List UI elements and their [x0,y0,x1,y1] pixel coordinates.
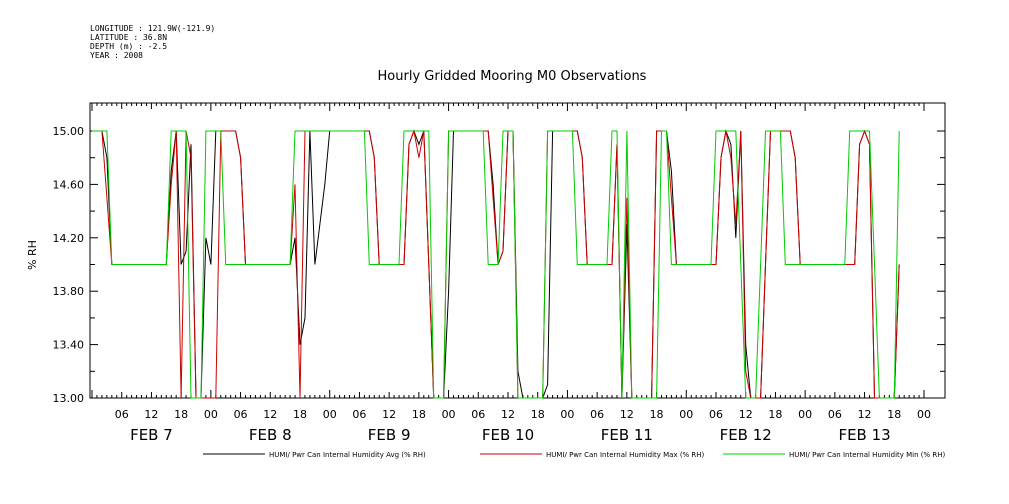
x-tick-label: 12 [501,408,515,421]
series-line-avg [101,129,900,399]
x-tick-label: 12 [858,408,872,421]
series-line-max [101,129,900,399]
y-tick-label: 13.80 [53,285,85,298]
x-tick-label: 18 [174,408,188,421]
y-axis-label: % RH [26,240,39,270]
x-tick-label: 06 [709,408,723,421]
x-tick-label: 18 [531,408,545,421]
day-label: FEB 9 [368,426,411,444]
x-tick-label: 00 [679,408,693,421]
x-tick-label: 12 [382,408,396,421]
x-tick-label: 00 [323,408,337,421]
x-tick-label: 18 [650,408,664,421]
day-label: FEB 11 [601,426,653,444]
longitude-text: LONGITUDE : 121.9W(-121.9) [90,24,215,33]
year-text: YEAR : 2008 [90,51,143,60]
x-tick-label: 00 [917,408,931,421]
x-tick-label: 00 [204,408,218,421]
y-tick-label: 15.00 [53,125,85,138]
y-tick-label: 13.00 [53,392,85,405]
x-tick-label: 06 [115,408,129,421]
legend-label: HUMI/ Pwr Can Internal Humidity Max (% R… [546,451,705,459]
day-label: FEB 7 [130,426,173,444]
x-tick-label: 12 [263,408,277,421]
ticks-layer: 13.00 13.40 13.80 14.20 14.60 15.00 06 12 18 00 06… [53,103,945,444]
x-tick-label: 06 [590,408,604,421]
x-tick-label: 06 [828,408,842,421]
x-tick-label: 06 [471,408,485,421]
x-tick-label: 00 [442,408,456,421]
x-tick-label: 18 [887,408,901,421]
legend: HUMI/ Pwr Can Internal Humidity Avg (% R… [203,451,946,459]
day-label: FEB 10 [482,426,534,444]
x-tick-label: 12 [144,408,158,421]
series-layer [92,129,900,399]
legend-label: HUMI/ Pwr Can Internal Humidity Min (% R… [789,451,946,459]
x-tick-label: 06 [234,408,248,421]
chart-title: Hourly Gridded Mooring M0 Observations [378,69,647,84]
y-tick-label: 14.20 [53,232,85,245]
day-label: FEB 8 [249,426,292,444]
latitude-text: LATITUDE : 36.8N [90,33,167,42]
x-tick-label: 18 [293,408,307,421]
series-line-min [92,130,900,399]
day-label: FEB 13 [838,426,890,444]
x-tick-label: 00 [798,408,812,421]
day-label: FEB 12 [720,426,772,444]
x-tick-label: 18 [768,408,782,421]
x-tick-label: 06 [352,408,366,421]
x-tick-label: 00 [560,408,574,421]
x-tick-label: 18 [412,408,426,421]
legend-label: HUMI/ Pwr Can Internal Humidity Avg (% R… [269,451,426,459]
x-tick-label: 12 [620,408,634,421]
y-tick-label: 14.60 [53,178,85,191]
depth-text: DEPTH (m) : -2.5 [90,42,167,51]
y-tick-label: 13.40 [53,339,85,352]
x-tick-label: 12 [739,408,753,421]
